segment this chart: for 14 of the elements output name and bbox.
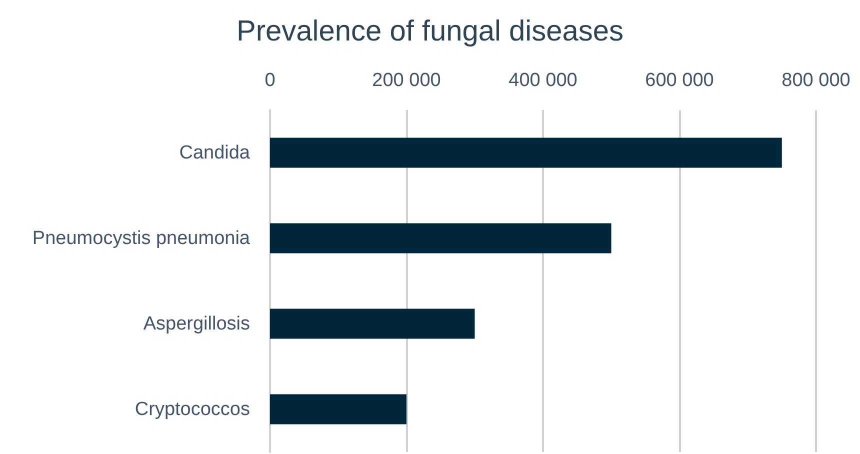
bar [270,138,782,168]
x-tick-label: 0 [264,70,276,91]
y-tick-label: Aspergillosis [143,313,250,334]
x-tick-label: 600 000 [645,70,714,91]
y-tick-label: Cryptococcos [134,398,250,420]
bar [270,223,612,254]
x-tick-label: 200 000 [372,70,441,91]
x-tick-label: 800 000 [782,70,850,91]
y-tick-label: Pneumocystis pneumonia [32,228,250,249]
y-tick-label: Candida [179,142,250,164]
bar [270,394,406,424]
chart-title: Prevalence of fungal diseases [236,16,624,48]
x-tick-label: 400 000 [508,70,578,91]
bar [270,308,475,339]
